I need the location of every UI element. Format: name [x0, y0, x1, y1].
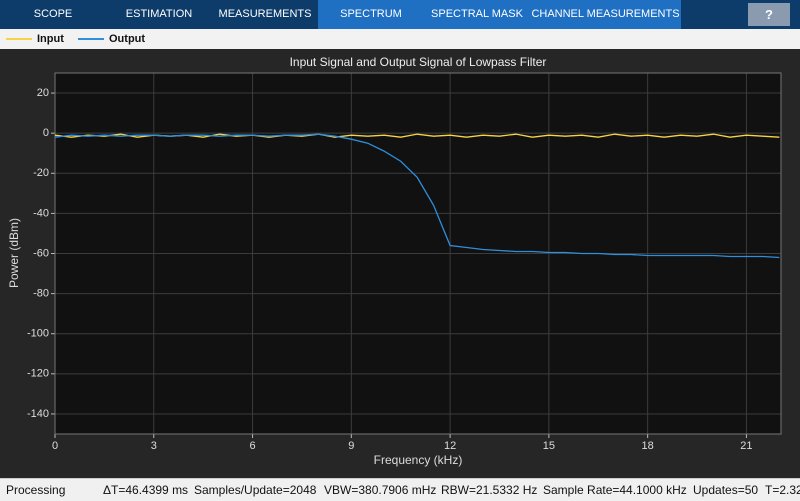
x-tick-label: 12 [444, 440, 456, 452]
tab[interactable]: SPECTRAL MASK [424, 0, 530, 29]
tab[interactable]: MEASUREMENTS [218, 8, 312, 20]
tab[interactable]: SPECTRUM [318, 0, 424, 29]
legend-label: Output [109, 33, 145, 45]
y-tick-label: 20 [37, 87, 49, 99]
status-item: VBW=380.7906 mHz [324, 483, 437, 497]
x-tick-label: 6 [249, 440, 255, 452]
status-bar: Processing ΔT=46.4399 ms Samples/Update=… [0, 478, 800, 501]
y-tick-label: -40 [33, 207, 49, 219]
legend-items: Input Output [6, 33, 145, 45]
chart-title: Input Signal and Output Signal of Lowpas… [290, 55, 547, 69]
y-axis-label: Power (dBm) [7, 218, 21, 288]
status-item: T=2.32 [765, 483, 800, 497]
x-axis-label: Frequency (kHz) [374, 453, 463, 467]
x-tick-label: 0 [52, 440, 58, 452]
x-tick-label: 15 [543, 440, 555, 452]
tab[interactable]: ESTIMATION [125, 8, 193, 20]
plot-frame [54, 72, 782, 435]
series-line [54, 133, 780, 259]
status-item: Sample Rate=44.1000 kHz [543, 483, 687, 497]
x-tick-label: 9 [348, 440, 354, 452]
x-tick-label: 21 [740, 440, 752, 452]
tab[interactable]: CHANNEL MEASUREMENTS [530, 0, 681, 29]
status-item: Processing [6, 483, 66, 497]
y-tick-label: -20 [33, 167, 49, 179]
legend-label: Input [37, 33, 64, 45]
x-tick-label: 3 [151, 440, 157, 452]
legend: Input Output [0, 29, 800, 49]
help-button[interactable]: ? [748, 3, 790, 26]
y-tick-label: -100 [27, 328, 49, 340]
tab[interactable]: SCOPE [33, 8, 73, 20]
status-item: ΔT=46.4399 ms [103, 483, 189, 497]
y-tick-label: -140 [27, 408, 49, 420]
status-item: Samples/Update=2048 [194, 483, 317, 497]
y-tick-label: -60 [33, 247, 49, 259]
y-tick-label: -120 [27, 368, 49, 380]
status-item: Updates=50 [693, 483, 759, 497]
toolbar: SCOPE ESTIMATION MEASUREMENTS SPECTRUM S… [0, 0, 800, 29]
y-tick-label: 0 [43, 127, 49, 139]
y-tick-label: -80 [33, 288, 49, 300]
status-item: RBW=21.5332 Hz [441, 483, 538, 497]
chart: Input Signal and Output Signal of Lowpas… [7, 55, 782, 467]
x-tick-label: 18 [642, 440, 654, 452]
